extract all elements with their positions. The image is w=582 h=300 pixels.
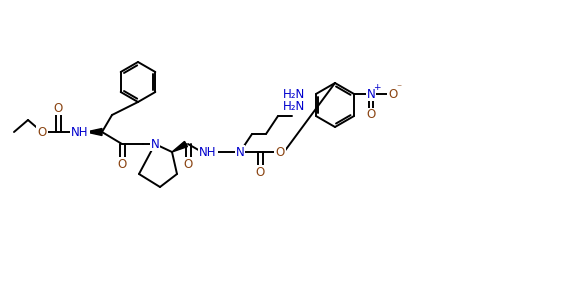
- Text: O: O: [37, 125, 47, 139]
- Text: O: O: [255, 166, 265, 178]
- Text: H₂N: H₂N: [283, 88, 305, 100]
- Text: N: N: [151, 137, 159, 151]
- Text: O: O: [54, 101, 63, 115]
- Text: +: +: [373, 83, 381, 92]
- Polygon shape: [86, 128, 102, 136]
- Text: N: N: [236, 146, 244, 158]
- Text: NH: NH: [199, 146, 217, 158]
- Text: H₂N: H₂N: [283, 100, 305, 112]
- Text: O: O: [183, 158, 193, 170]
- Text: O: O: [367, 109, 375, 122]
- Polygon shape: [172, 141, 187, 152]
- Text: O: O: [388, 88, 398, 100]
- Text: O: O: [275, 146, 285, 158]
- Text: O: O: [118, 158, 127, 170]
- Text: NH: NH: [71, 125, 88, 139]
- Text: N: N: [367, 88, 375, 100]
- Text: ⁻: ⁻: [396, 83, 402, 93]
